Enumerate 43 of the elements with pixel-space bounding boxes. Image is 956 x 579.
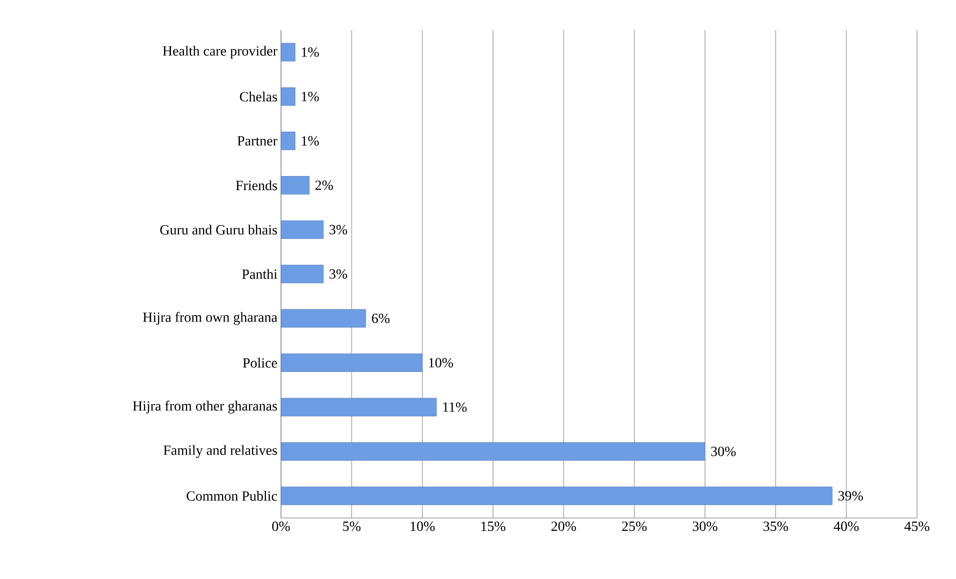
bar: [280, 87, 296, 106]
y-tick-label: Chelas: [240, 92, 277, 102]
y-tick-label: Friends: [236, 180, 277, 190]
y-tick-label: Common Public: [186, 490, 278, 501]
bar: [280, 486, 832, 506]
data-label: 1%: [302, 92, 319, 102]
data-label: 30%: [711, 446, 736, 456]
bar: [280, 42, 296, 62]
bar: [280, 398, 437, 416]
data-label: 1%: [302, 136, 319, 146]
bar: [280, 309, 366, 328]
x-tick-label: 0%: [272, 522, 290, 532]
y-tick-label: Hijra from other gharanas: [132, 400, 277, 414]
bar: [280, 442, 706, 461]
y-tick-label: Health care provider: [162, 46, 278, 59]
x-tick-label: 5%: [343, 522, 361, 532]
bar: [280, 264, 324, 284]
bar: [280, 220, 324, 239]
data-label: 3%: [330, 224, 348, 234]
bar: [280, 176, 310, 194]
y-tick-label: Family and relatives: [164, 445, 277, 458]
x-tick-label: 10%: [410, 522, 435, 532]
bar: [280, 132, 296, 150]
data-label: 2%: [315, 180, 333, 190]
x-tick-label: 45%: [904, 522, 930, 532]
x-tick-label: 25%: [622, 522, 647, 532]
data-label: 39%: [838, 491, 863, 501]
x-tick-label: 20%: [551, 522, 576, 532]
y-tick-label: Police: [242, 358, 277, 368]
y-tick-label: Panthi: [242, 269, 278, 279]
x-tick-label: 15%: [481, 522, 506, 532]
y-tick-label: Guru and Guru bhais: [160, 224, 277, 235]
data-label: 11%: [443, 402, 467, 412]
y-tick-label: Hijra from own gharana: [142, 312, 278, 325]
data-label: 10%: [429, 358, 454, 368]
data-label: 1%: [302, 47, 319, 57]
x-tick-label: 35%: [764, 522, 788, 532]
data-label: 6%: [372, 314, 390, 324]
bar: [280, 354, 423, 372]
x-tick-label: 40%: [834, 522, 859, 532]
x-tick-label: 30%: [692, 522, 718, 532]
data-label: 3%: [330, 269, 348, 279]
y-tick-label: Partner: [237, 136, 278, 146]
